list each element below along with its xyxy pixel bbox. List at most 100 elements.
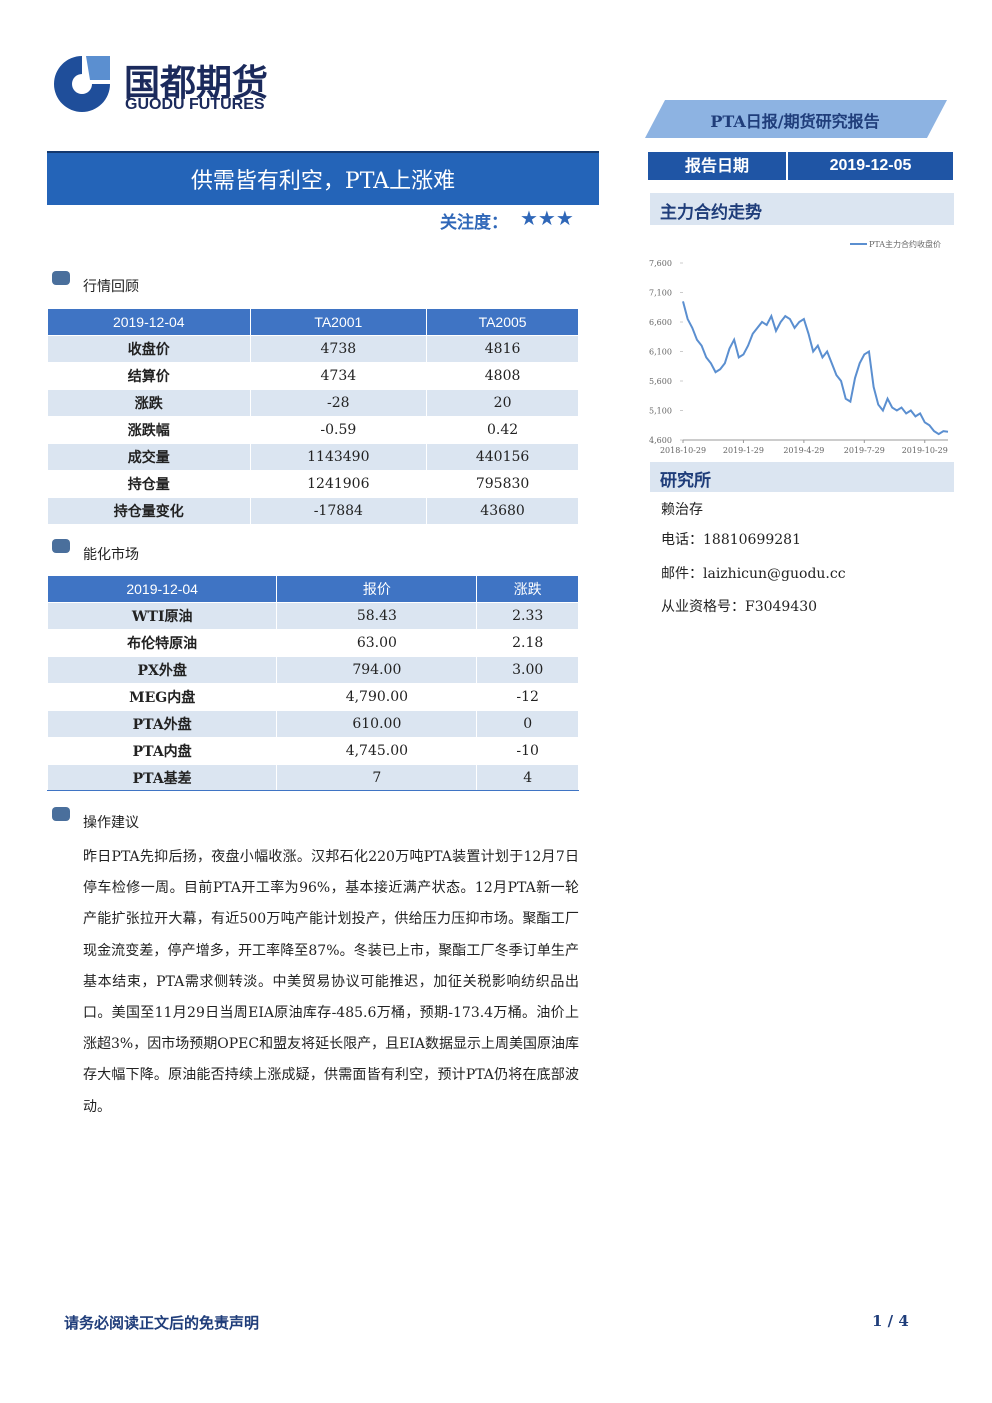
cell: 涨跌 [47, 389, 251, 417]
line [682, 301, 949, 436]
header-cell: 2019-12-04 [47, 308, 251, 336]
cell: 结算价 [47, 362, 251, 390]
header-cell: 涨跌 [476, 575, 579, 603]
cell: 43680 [426, 497, 579, 525]
row: 收盘价 4738 4816 [47, 335, 579, 363]
analyst: 赖治存 [661, 502, 703, 518]
y-tick-label: 7,100 [649, 289, 672, 298]
date: 2019-12-05 [788, 152, 953, 180]
cell: 3.00 [476, 656, 579, 684]
banner: PTA日报/期货研究报告 [710, 112, 880, 131]
y-tick-label: 5,600 [649, 377, 672, 386]
cell: 7 [276, 764, 478, 792]
icon [52, 806, 70, 825]
date-label: 报告日期 [648, 152, 786, 180]
cell: 1143490 [249, 443, 428, 471]
cell: 440156 [426, 443, 579, 471]
row: 结算价 4734 4808 [47, 362, 579, 390]
row: 涨跌 -28 20 [47, 389, 579, 417]
email: 邮件：laizhicun@guodu.cc [661, 566, 846, 582]
row: 布伦特原油 63.00 2.18 [46, 629, 579, 657]
logo-en: GUODU FUTURES [125, 96, 265, 113]
attention-stars: ★★★ [520, 206, 574, 230]
row: PTA内盘 4,745.00 -10 [46, 737, 579, 765]
y-tick-label: 6,600 [649, 318, 672, 327]
disclaimer: 请务必阅读正文后的免责声明 [64, 1314, 260, 1332]
table: 2019-12-04 TA2001 TA2005 收盘价 4738 4816 结算价 4734… [47, 308, 579, 525]
row: 持仓量 1241906 795830 [47, 470, 579, 498]
row: PTA基差 7 4 [46, 764, 579, 792]
icon [52, 538, 70, 557]
x-tick-label: 2019-4-29 [783, 446, 824, 455]
header-cell: TA2005 [426, 308, 579, 336]
y-tick-label: 6,100 [649, 348, 672, 357]
page-number: 1 / 4 [872, 1312, 909, 1330]
cell: -10 [476, 737, 579, 765]
cell: -12 [476, 683, 579, 711]
cell: PX外盘 [46, 656, 278, 684]
cell: 4,745.00 [276, 737, 478, 765]
logo-text: 国都期货 [124, 63, 269, 104]
row: 持仓量变化 -17884 43680 [47, 497, 579, 525]
title: 供需皆有利空，PTA上涨难 [190, 169, 456, 194]
cell: 0.42 [426, 416, 579, 444]
cell: 2.33 [476, 602, 579, 630]
title-bar [47, 151, 599, 205]
x-tick-label: 2019-7-29 [844, 446, 885, 455]
logo-mark [54, 56, 110, 112]
cell: 布伦特原油 [46, 629, 278, 657]
cell: 持仓量 [47, 470, 251, 498]
section-bar [650, 193, 954, 225]
chart: 4,600 5,100 5,600 6,100 6,600 7,100 7,600 2018-… [649, 239, 949, 455]
section-title: 能化市场 [83, 547, 139, 563]
cell: 795830 [426, 470, 579, 498]
cell: WTI原油 [46, 602, 278, 630]
cell: PTA基差 [46, 764, 278, 792]
row: PTA外盘 610.00 0 [46, 710, 579, 738]
cell: 2.18 [476, 629, 579, 657]
header-row: 2019-12-04 报价 涨跌 [46, 575, 579, 603]
row: MEG内盘 4,790.00 -12 [46, 683, 579, 711]
icon [52, 270, 70, 289]
rule [47, 790, 579, 791]
cell: 1241906 [249, 470, 428, 498]
cell: 收盘价 [47, 335, 251, 363]
x-tick-label: 2019-10-29 [902, 446, 948, 455]
cell: -0.59 [249, 416, 428, 444]
header-row: 2019-12-04 TA2001 TA2005 [47, 308, 579, 336]
cell: PTA内盘 [46, 737, 278, 765]
row: WTI原油 58.43 2.33 [46, 602, 579, 630]
legend-label: PTA主力合约收盘价 [869, 239, 941, 249]
cell: 58.43 [276, 602, 478, 630]
cell: 成交量 [47, 443, 251, 471]
cell: PTA外盘 [46, 710, 278, 738]
section-title: 行情回顾 [83, 279, 139, 295]
cell: 4808 [426, 362, 579, 390]
cell: -17884 [249, 497, 428, 525]
section-title: 研究所 [660, 471, 711, 491]
cell: 0 [476, 710, 579, 738]
header-cell: 2019-12-04 [46, 575, 278, 603]
header-cell: TA2001 [249, 308, 428, 336]
cell: 4,790.00 [276, 683, 478, 711]
section-title: 主力合约走势 [660, 203, 762, 223]
row: 涨跌幅 -0.59 0.42 [47, 416, 579, 444]
section-bar [650, 462, 954, 492]
header-cell: 报价 [276, 575, 478, 603]
attention-label: 关注度： [440, 213, 508, 233]
row: 成交量 1143490 440156 [47, 443, 579, 471]
section-title: 操作建议 [83, 815, 139, 831]
license: 从业资格号：F3049430 [661, 599, 818, 615]
cell: 4734 [249, 362, 428, 390]
cell: 4738 [249, 335, 428, 363]
cell: 794.00 [276, 656, 478, 684]
cell: 持仓量变化 [47, 497, 251, 525]
cell: 63.00 [276, 629, 478, 657]
y-tick-label: 4,600 [649, 436, 672, 445]
cell: 4 [476, 764, 579, 792]
y-tick-label: 5,100 [649, 407, 672, 416]
row: PX外盘 794.00 3.00 [46, 656, 579, 684]
x-tick-label: 2019-1-29 [723, 446, 764, 455]
y-tick-label: 7,600 [649, 259, 672, 268]
